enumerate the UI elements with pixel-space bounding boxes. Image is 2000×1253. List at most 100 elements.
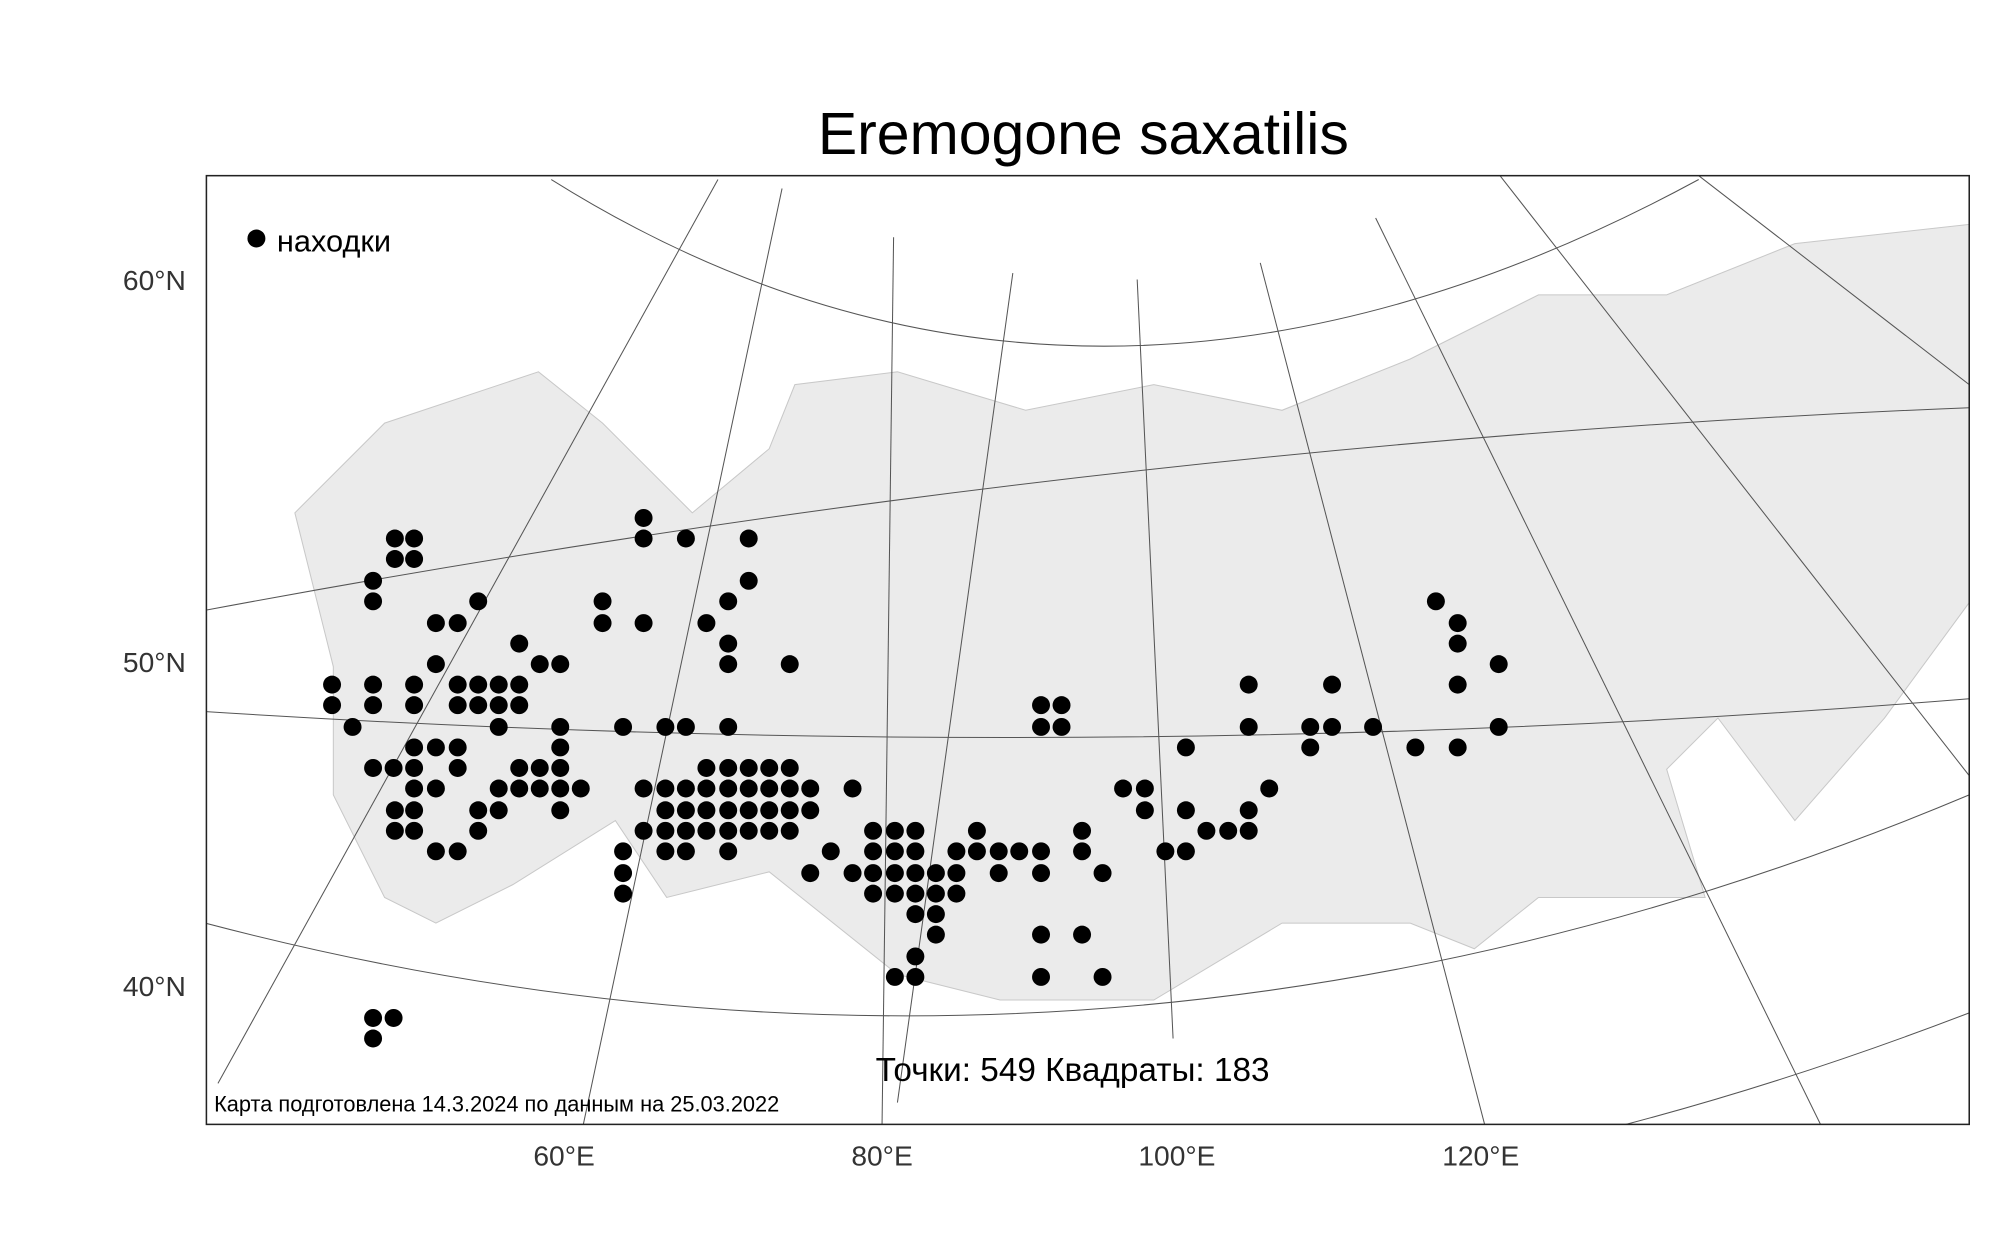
y-axis-label: 60°N <box>123 264 186 296</box>
occurrence-dot <box>405 529 424 548</box>
occurrence-dot <box>1032 925 1050 944</box>
occurrence-dot <box>947 884 966 903</box>
occurrence-dot <box>385 821 404 840</box>
meridian <box>1698 175 1970 386</box>
occurrence-dot <box>739 821 758 840</box>
occurrence-dot <box>1032 842 1050 861</box>
occurrence-dot <box>489 696 508 715</box>
occurrence-dot <box>426 842 445 861</box>
occurrence-dot <box>864 821 883 840</box>
occurrence-dot <box>1239 801 1258 820</box>
occurrence-dot <box>1406 738 1425 757</box>
occurrence-dot <box>906 967 925 986</box>
occurrence-dot <box>448 842 467 861</box>
occurrence-dot <box>530 655 549 674</box>
occurrence-dot <box>1239 821 1258 840</box>
occurrence-dot <box>1219 821 1238 840</box>
occurrence-dot <box>1364 717 1383 736</box>
occurrence-dot <box>1156 842 1175 861</box>
occurrence-dot <box>1010 842 1029 861</box>
occurrence-dot <box>364 1029 383 1048</box>
occurrence-dot <box>385 801 404 820</box>
x-axis-label: 80°E <box>851 1139 912 1171</box>
occurrence-dot <box>1448 738 1467 757</box>
occurrence-dot <box>1073 821 1092 840</box>
occurrence-dot <box>656 842 675 861</box>
occurrence-dot <box>885 884 904 903</box>
parallel <box>206 698 1970 739</box>
occurrence-dot <box>760 759 779 777</box>
parallel <box>206 407 1970 611</box>
occurrence-dot <box>843 864 862 883</box>
occurrence-dot <box>530 759 549 777</box>
occurrence-dot <box>1301 717 1320 736</box>
occurrence-dot <box>1489 717 1508 736</box>
occurrence-dot <box>656 821 675 840</box>
parallel <box>358 1012 1970 1125</box>
occurrence-dot <box>364 696 383 715</box>
occurrence-dot <box>510 675 529 694</box>
occurrence-dot <box>1426 592 1445 611</box>
occurrence-dot <box>739 779 758 798</box>
occurrence-dot <box>947 842 966 861</box>
y-axis-label: 50°N <box>123 646 186 678</box>
occurrence-dot <box>906 821 925 840</box>
y-axis-label: 40°N <box>123 970 186 1002</box>
occurrence-dot <box>926 864 945 883</box>
occurrence-dot <box>384 759 403 777</box>
legend-marker <box>247 229 266 248</box>
occurrence-dot <box>448 738 467 757</box>
occurrence-dot <box>551 779 570 798</box>
occurrence-dot <box>885 842 904 861</box>
occurrence-dot <box>405 759 424 777</box>
occurrence-dot <box>510 759 529 777</box>
occurrence-dot <box>384 1009 403 1027</box>
occurrence-dot <box>469 675 488 694</box>
occurrence-dot <box>989 864 1008 883</box>
occurrence-dot <box>448 675 467 694</box>
occurrence-dot <box>676 779 695 798</box>
occurrence-dot <box>426 779 445 798</box>
occurrence-dot <box>405 779 424 798</box>
occurrence-dot <box>1073 925 1092 944</box>
occurrence-dot <box>697 821 716 840</box>
occurrence-dot <box>697 801 716 820</box>
occurrence-dot <box>697 779 716 798</box>
occurrence-dot <box>967 821 986 840</box>
meridian <box>1499 175 1970 776</box>
occurrence-dot <box>614 884 633 903</box>
occurrence-dot <box>1093 864 1112 883</box>
occurrence-dot <box>676 821 695 840</box>
occurrence-dot <box>719 801 738 820</box>
occurrence-dot <box>697 614 716 633</box>
meridian <box>1375 217 1821 1125</box>
occurrence-dot <box>614 717 633 736</box>
occurrence-dot <box>719 821 738 840</box>
title: Eremogone saxatilis <box>818 102 1349 167</box>
occurrence-dot <box>1448 675 1467 694</box>
occurrence-dot <box>323 696 342 715</box>
occurrence-dot <box>780 779 799 798</box>
occurrence-dot <box>780 759 799 777</box>
occurrence-dot <box>364 1009 383 1027</box>
occurrence-dot <box>489 801 508 820</box>
occurrence-dot <box>821 842 840 861</box>
stats: Точки: 549 Квадраты: 183 <box>876 1052 1270 1089</box>
occurrence-dot <box>551 759 570 777</box>
occurrence-dot <box>1052 717 1071 736</box>
occurrence-dot <box>719 634 738 653</box>
occurrence-dot <box>405 675 424 694</box>
occurrence-dot <box>843 779 862 798</box>
legend-label: находки <box>277 223 391 258</box>
occurrence-dot <box>510 696 529 715</box>
occurrence-dot <box>739 759 758 777</box>
occurrence-dot <box>947 864 966 883</box>
occurrence-dot <box>719 592 738 611</box>
occurrence-dot <box>385 529 404 548</box>
occurrence-dot <box>634 614 653 633</box>
occurrence-dot <box>676 842 695 861</box>
occurrence-dot <box>323 675 342 694</box>
occurrence-dot <box>1197 821 1216 840</box>
occurrence-dot <box>364 675 383 694</box>
